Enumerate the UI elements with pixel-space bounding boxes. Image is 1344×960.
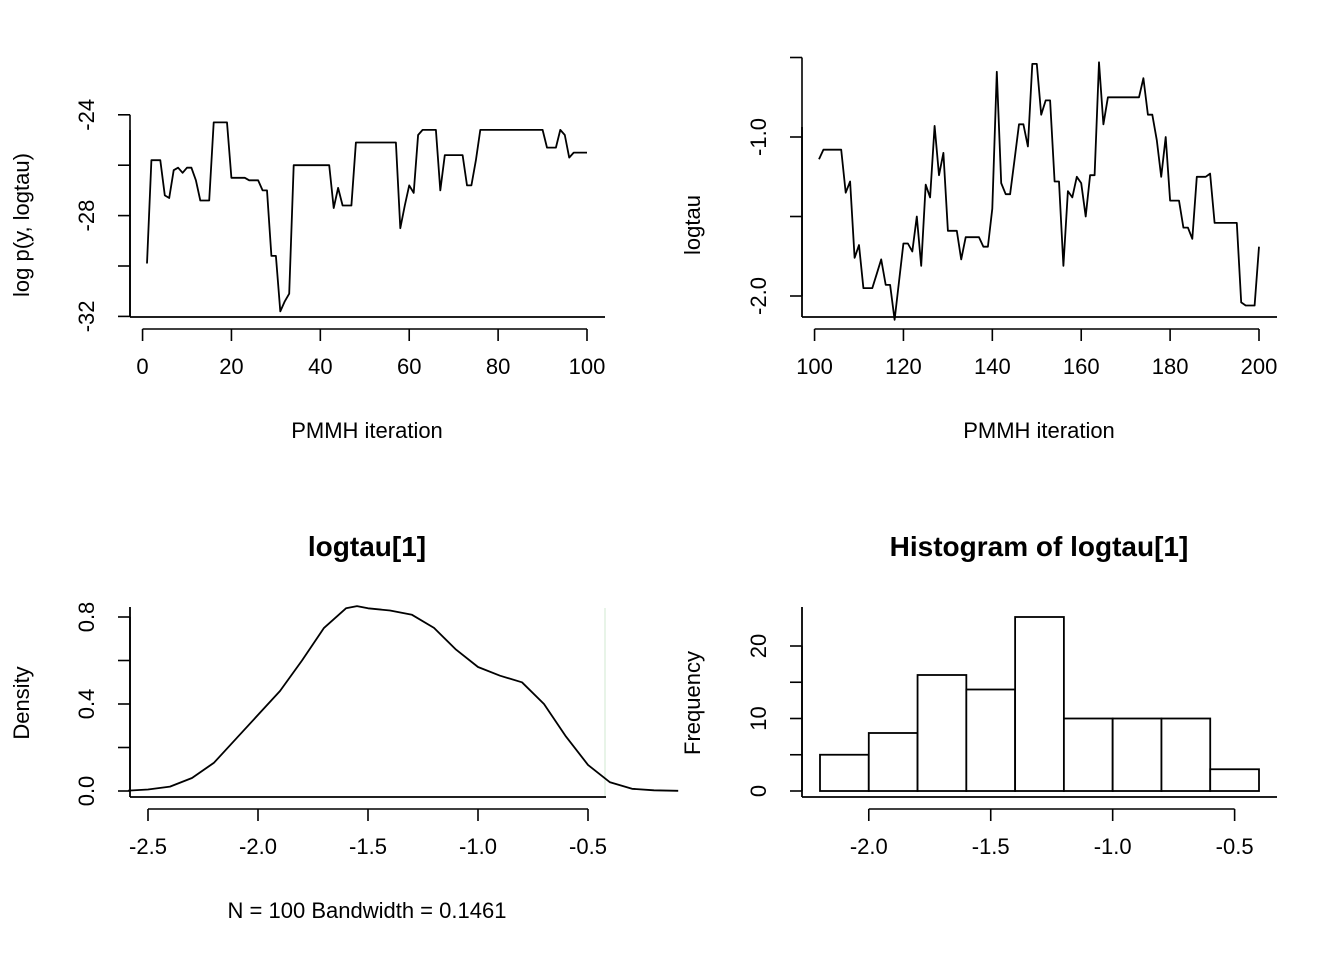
x-tick-label: -2.0	[850, 834, 888, 859]
x-tick-label: -2.5	[129, 834, 167, 859]
x-tick-label: 40	[308, 354, 332, 379]
x-tick-label: 20	[219, 354, 243, 379]
panel-title: logtau[1]	[308, 531, 426, 562]
y-tick-label: -28	[74, 200, 99, 232]
x-tick-label: -1.0	[1094, 834, 1132, 859]
x-tick-label: 0	[136, 354, 148, 379]
histogram-bar	[819, 753, 870, 792]
x-axis-label: PMMH iteration	[963, 418, 1115, 443]
histogram-bar	[1209, 768, 1260, 792]
x-tick-label: 180	[1152, 354, 1189, 379]
x-tick-label: -1.0	[459, 834, 497, 859]
histogram-bar	[867, 732, 919, 792]
y-tick-label: -32	[74, 301, 99, 333]
y-tick-label: 0.4	[74, 689, 99, 720]
x-tick-label: 60	[397, 354, 421, 379]
histogram-bar	[965, 688, 1017, 792]
x-axis-label: PMMH iteration	[291, 418, 443, 443]
density-plot-logtau: logtau[1] N = 100 Bandwidth = 0.1461 Den…	[9, 531, 679, 923]
series-line	[818, 61, 1260, 321]
y-axis-label: log p(y, logtau)	[9, 153, 34, 297]
series-line	[146, 121, 587, 313]
x-tick-label: -1.5	[972, 834, 1010, 859]
x-tick-label: 100	[796, 354, 833, 379]
x-tick-label: 100	[569, 354, 606, 379]
y-tick-label: 0	[746, 785, 771, 797]
x-tick-label: -2.0	[239, 834, 277, 859]
y-tick-label: 20	[746, 634, 771, 658]
x-tick-label: 160	[1063, 354, 1100, 379]
trace-plot-logtau: PMMH iteration logtau 100 120 140 160 180 200…	[680, 56, 1278, 443]
x-tick-label: 80	[486, 354, 510, 379]
histogram-bar	[916, 674, 968, 792]
y-tick-label: 10	[746, 706, 771, 730]
x-tick-label: 120	[885, 354, 922, 379]
histogram-bar	[1111, 717, 1163, 792]
x-axis-label: N = 100 Bandwidth = 0.1461	[228, 898, 507, 923]
y-axis-label: Density	[9, 666, 34, 739]
histogram-bar	[1160, 717, 1212, 792]
series-line	[128, 605, 679, 792]
x-tick-label: 200	[1241, 354, 1278, 379]
y-tick-label: -2.0	[746, 277, 771, 315]
histogram-logtau: Histogram of logtau[1] Frequency -2.0 -1.…	[680, 531, 1277, 859]
y-tick-label: -24	[74, 99, 99, 131]
histogram-bar	[1062, 717, 1114, 792]
y-tick-label: 0.8	[74, 602, 99, 633]
trace-plot-log-likelihood: PMMH iteration log p(y, logtau) 0 20 40 60 8…	[9, 99, 605, 443]
x-tick-label: -0.5	[1216, 834, 1254, 859]
y-tick-label: -1.0	[746, 118, 771, 156]
x-tick-label: -1.5	[349, 834, 387, 859]
x-tick-label: -0.5	[569, 834, 607, 859]
y-axis-label: Frequency	[680, 651, 705, 755]
y-axis-label: logtau	[680, 195, 705, 255]
panel-title: Histogram of logtau[1]	[890, 531, 1189, 562]
x-tick-label: 140	[974, 354, 1011, 379]
y-tick-label: 0.0	[74, 776, 99, 807]
histogram-bar	[1014, 616, 1065, 792]
